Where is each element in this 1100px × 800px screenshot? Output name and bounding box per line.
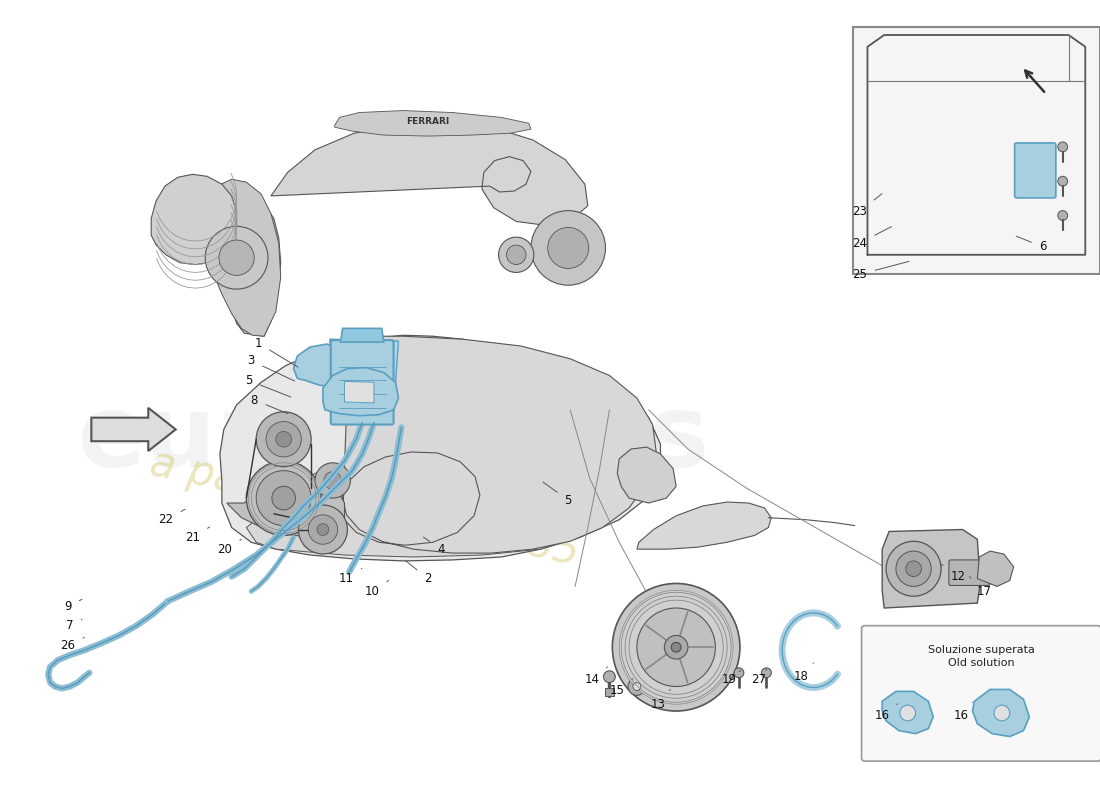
- Polygon shape: [220, 335, 660, 561]
- Circle shape: [256, 470, 311, 526]
- Text: 16: 16: [954, 702, 972, 722]
- FancyBboxPatch shape: [852, 27, 1100, 274]
- Polygon shape: [637, 502, 771, 549]
- Circle shape: [317, 524, 329, 535]
- Text: 8: 8: [251, 394, 288, 414]
- Text: 17: 17: [969, 577, 992, 598]
- Text: 22: 22: [158, 510, 185, 526]
- Text: 25: 25: [852, 262, 909, 281]
- Circle shape: [734, 668, 744, 678]
- Circle shape: [632, 682, 641, 690]
- FancyBboxPatch shape: [1014, 143, 1056, 198]
- Circle shape: [887, 542, 942, 596]
- Polygon shape: [330, 339, 398, 412]
- Polygon shape: [202, 179, 280, 336]
- Text: 12: 12: [940, 563, 965, 583]
- Text: 4: 4: [424, 537, 444, 556]
- Circle shape: [276, 431, 292, 447]
- Circle shape: [506, 245, 526, 265]
- Text: 10: 10: [364, 581, 388, 598]
- Circle shape: [206, 226, 268, 289]
- Text: 16: 16: [874, 704, 898, 722]
- Polygon shape: [334, 110, 531, 136]
- Circle shape: [246, 461, 321, 535]
- Text: 5: 5: [244, 374, 290, 397]
- Polygon shape: [344, 382, 374, 403]
- Circle shape: [1058, 176, 1068, 186]
- Polygon shape: [151, 174, 236, 265]
- Text: 21: 21: [185, 527, 210, 544]
- Circle shape: [266, 422, 301, 457]
- Text: 1: 1: [254, 337, 298, 367]
- Text: 19: 19: [722, 670, 740, 686]
- Circle shape: [671, 642, 681, 652]
- Circle shape: [531, 210, 605, 286]
- Polygon shape: [617, 447, 676, 503]
- Polygon shape: [882, 691, 933, 734]
- Polygon shape: [972, 690, 1030, 737]
- Text: 15: 15: [609, 678, 632, 697]
- Polygon shape: [882, 530, 980, 608]
- Polygon shape: [341, 328, 384, 342]
- Text: 11: 11: [339, 568, 362, 585]
- Text: 24: 24: [852, 226, 891, 250]
- Circle shape: [895, 551, 932, 586]
- Text: 13: 13: [651, 690, 670, 710]
- Text: 14: 14: [584, 667, 607, 686]
- Text: 7: 7: [66, 619, 82, 632]
- Circle shape: [315, 462, 351, 498]
- Text: Soluzione superata: Soluzione superata: [927, 645, 1035, 655]
- Circle shape: [637, 608, 715, 686]
- Circle shape: [604, 671, 615, 682]
- Polygon shape: [227, 474, 344, 538]
- Polygon shape: [91, 408, 176, 451]
- Circle shape: [256, 412, 311, 466]
- Text: 23: 23: [852, 194, 882, 218]
- Text: 6: 6: [1016, 236, 1047, 254]
- FancyBboxPatch shape: [861, 626, 1100, 761]
- FancyBboxPatch shape: [331, 340, 394, 425]
- Circle shape: [994, 705, 1010, 721]
- Text: 20: 20: [218, 539, 242, 556]
- Circle shape: [272, 486, 296, 510]
- Text: FERRARI: FERRARI: [406, 117, 450, 126]
- FancyBboxPatch shape: [949, 560, 990, 586]
- Text: 27: 27: [751, 669, 767, 686]
- Circle shape: [323, 472, 342, 490]
- Text: 18: 18: [793, 663, 814, 683]
- Circle shape: [548, 227, 588, 269]
- Text: 5: 5: [543, 482, 572, 506]
- Polygon shape: [246, 449, 597, 557]
- Circle shape: [905, 561, 922, 577]
- Polygon shape: [323, 368, 398, 416]
- Circle shape: [619, 590, 733, 704]
- Polygon shape: [214, 192, 280, 336]
- Circle shape: [1058, 142, 1068, 152]
- Circle shape: [664, 635, 688, 659]
- Polygon shape: [342, 336, 657, 553]
- Text: 2: 2: [406, 561, 431, 585]
- Text: 26: 26: [60, 638, 85, 652]
- Circle shape: [298, 505, 348, 554]
- Polygon shape: [978, 551, 1014, 586]
- Text: 3: 3: [248, 354, 295, 381]
- Circle shape: [628, 678, 646, 695]
- Polygon shape: [294, 344, 354, 387]
- Circle shape: [308, 514, 338, 544]
- Circle shape: [761, 668, 771, 678]
- Text: 9: 9: [64, 599, 82, 613]
- Circle shape: [498, 237, 534, 273]
- Circle shape: [900, 705, 915, 721]
- Polygon shape: [271, 123, 587, 226]
- Text: a passion since 1985: a passion since 1985: [145, 442, 583, 574]
- Circle shape: [219, 240, 254, 275]
- Text: eurospares: eurospares: [77, 390, 710, 488]
- Circle shape: [613, 583, 740, 711]
- Text: Old solution: Old solution: [948, 658, 1014, 668]
- FancyBboxPatch shape: [605, 689, 614, 696]
- Circle shape: [1058, 210, 1068, 221]
